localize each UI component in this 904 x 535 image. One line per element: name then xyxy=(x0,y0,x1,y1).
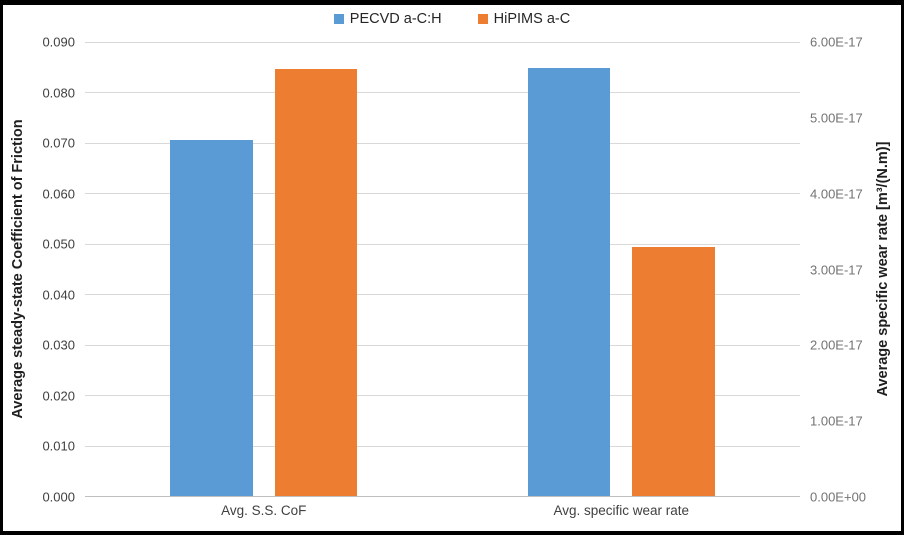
right-axis-tick-label: 4.00E-17 xyxy=(810,186,863,202)
right-axis-tick-label: 1.00E-17 xyxy=(810,413,863,429)
gridline xyxy=(85,294,800,296)
left-axis-tick-label: 0.030 xyxy=(42,337,75,353)
left-axis-tick-label: 0.050 xyxy=(42,236,75,252)
category-label: Avg. specific wear rate xyxy=(553,503,690,518)
right-axis-tick-label: 2.00E-17 xyxy=(810,337,863,353)
legend: PECVD a-C:H HiPIMS a-C xyxy=(3,11,901,27)
gridline xyxy=(85,142,800,144)
left-axis-tick-label: 0.060 xyxy=(42,186,75,202)
legend-label-pecvd: PECVD a-C:H xyxy=(349,11,442,27)
right-axis-tick-label: 0.00E+00 xyxy=(810,489,867,505)
legend-swatch-hipims-icon xyxy=(477,14,488,24)
legend-label-hipims: HiPIMS a-C xyxy=(493,11,571,27)
bar-pecvd-a-c-h xyxy=(170,140,253,496)
right-axis-tick-label: 5.00E-17 xyxy=(810,110,863,126)
bar-hipims-a-c xyxy=(274,68,358,496)
bar-hipims-a-c xyxy=(632,247,715,496)
plot-area xyxy=(85,42,800,497)
legend-swatch-pecvd-icon xyxy=(333,14,344,24)
gridline xyxy=(85,445,800,447)
right-axis-ticks: 6.00E-17 5.00E-17 4.00E-17 3.00E-17 2.00E-17… xyxy=(810,36,894,504)
gridline xyxy=(85,193,800,195)
left-axis-tick-label: 0.000 xyxy=(42,489,75,505)
left-axis-tick-label: 0.090 xyxy=(42,34,75,50)
left-axis-tick-label: 0.070 xyxy=(42,135,75,151)
category-label: Avg. S.S. CoF xyxy=(221,503,307,518)
legend-item-pecvd: PECVD a-C:H xyxy=(333,11,442,27)
left-axis-tick-label: 0.020 xyxy=(42,388,75,404)
gridline xyxy=(85,42,800,43)
gridline xyxy=(85,92,800,94)
gridline xyxy=(85,344,800,346)
left-axis-tick-label: 0.080 xyxy=(42,85,75,101)
left-axis-ticks: 0.090 0.080 0.070 0.060 0.050 0.040 0.030 0.020… xyxy=(3,36,75,504)
legend-item-hipims: HiPIMS a-C xyxy=(477,11,571,27)
right-axis-tick-label: 6.00E-17 xyxy=(810,34,863,50)
left-axis-tick-label: 0.010 xyxy=(42,438,75,454)
bar-pecvd-a-c-h xyxy=(527,68,611,496)
left-axis-tick-label: 0.040 xyxy=(42,287,75,303)
category-axis: Avg. S.S. CoF Avg. specific wear rate xyxy=(85,503,800,525)
chart-canvas: PECVD a-C:H HiPIMS a-C Average steady-st… xyxy=(3,5,901,531)
right-axis-tick-label: 3.00E-17 xyxy=(810,262,863,277)
gridline xyxy=(85,243,800,245)
gridline xyxy=(85,395,800,397)
